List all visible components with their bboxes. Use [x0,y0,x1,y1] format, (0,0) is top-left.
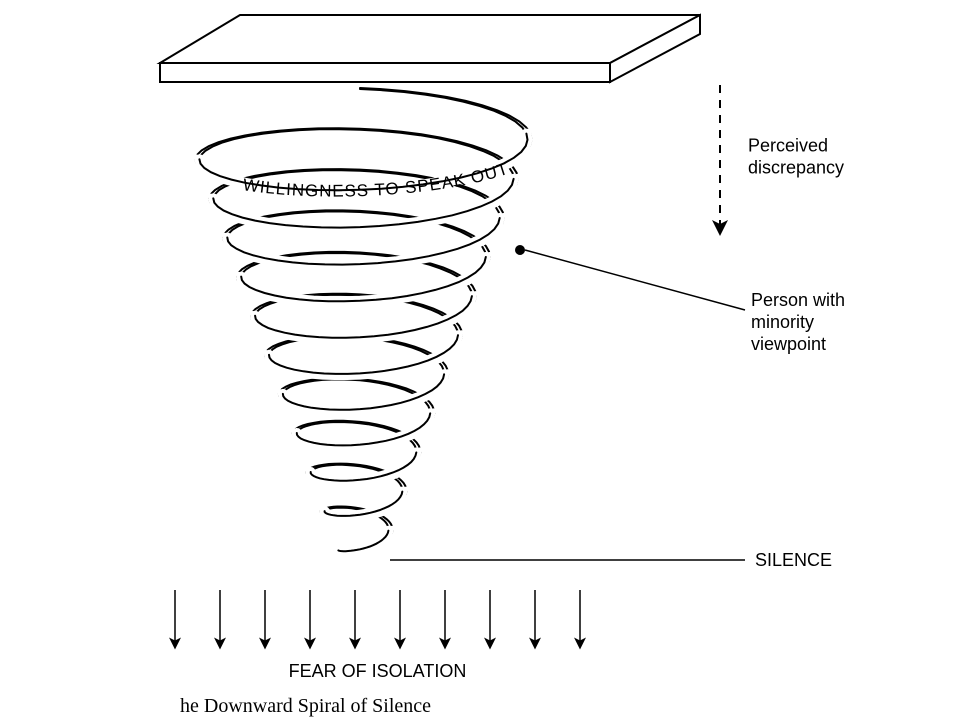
minority-label-2: minority [751,312,814,332]
downward-spiral [195,88,531,554]
person-minority-point [515,245,525,255]
diagram-caption: he Downward Spiral of Silence [180,695,431,717]
spiral-of-silence-diagram: WILLINGNESS TO SPEAK OUT Perceived discr… [0,0,960,720]
minority-label-3: viewpoint [751,334,826,354]
table-top-slab [160,15,700,82]
perceived-discrepancy-label-2: discrepancy [748,158,844,178]
minority-label-1: Person with [751,290,845,310]
fear-of-isolation-label: FEAR OF ISOLATION [289,661,467,681]
silence-label: SILENCE [755,550,832,570]
perceived-discrepancy-label: Perceived [748,136,828,156]
fear-of-isolation-arrows [175,590,580,645]
minority-leader-line [525,250,745,310]
willingness-label: WILLINGNESS TO SPEAK OUT [242,159,511,201]
